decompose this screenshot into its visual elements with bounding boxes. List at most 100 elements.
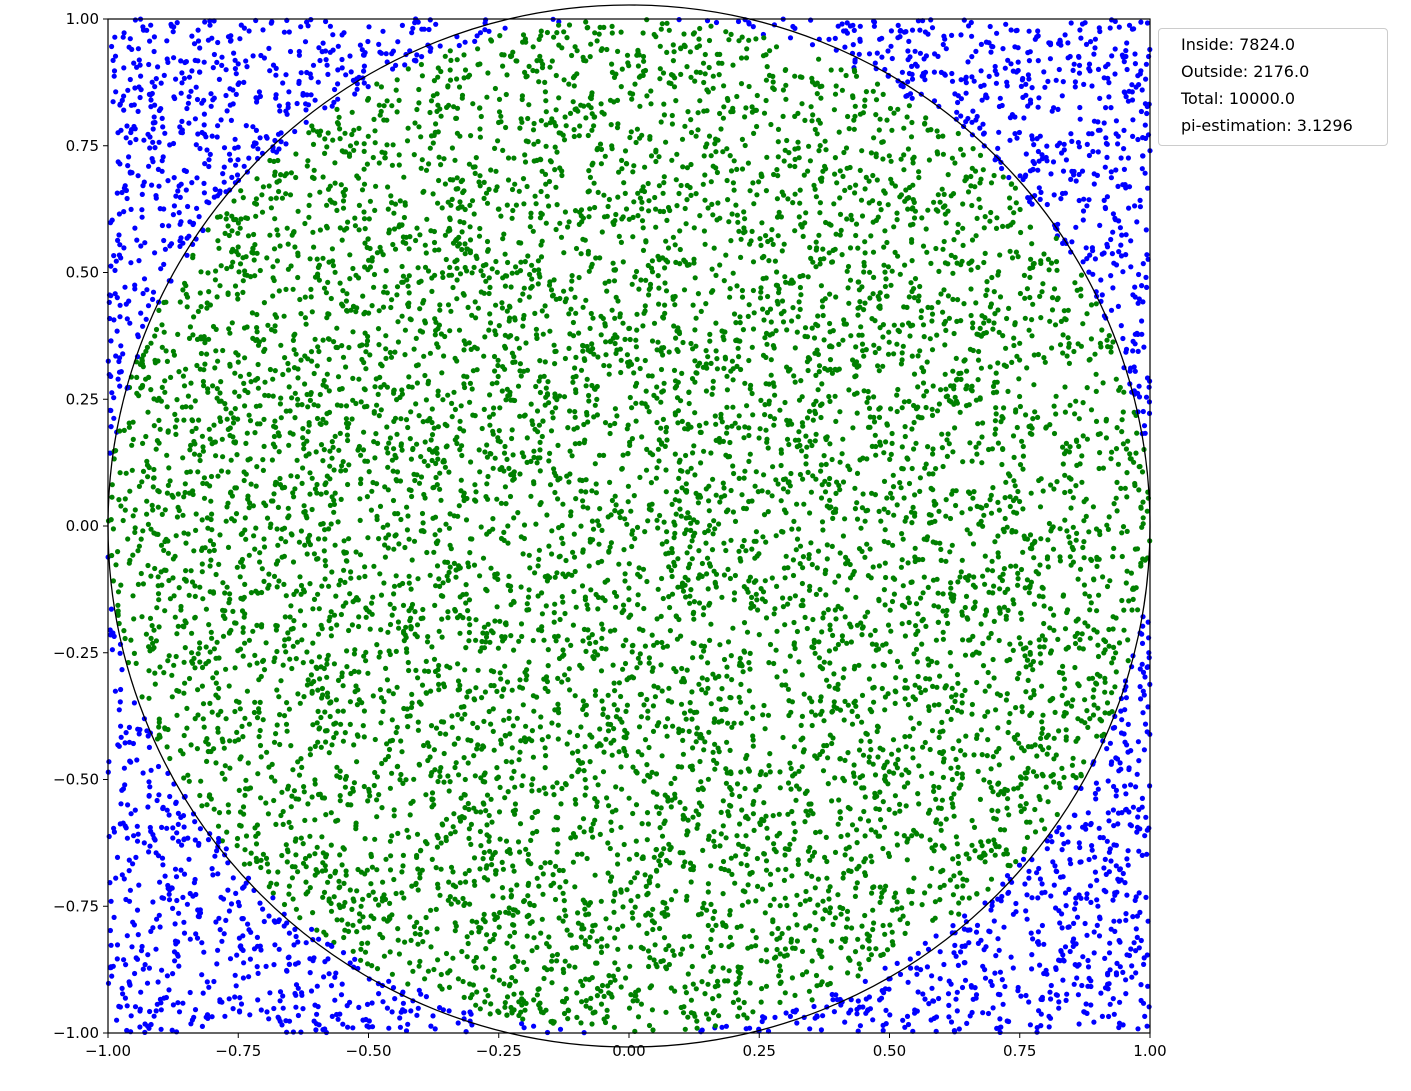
inside-point	[767, 882, 774, 888]
inside-point	[400, 234, 406, 240]
inside-point	[156, 624, 162, 630]
inside-point	[910, 504, 916, 510]
inside-point	[825, 888, 832, 894]
outside-point	[185, 203, 191, 210]
inside-point	[189, 630, 195, 636]
outside-point	[181, 919, 187, 925]
inside-point	[662, 265, 668, 271]
outside-point	[1094, 877, 1100, 883]
inside-point	[822, 138, 828, 144]
outside-point	[151, 34, 157, 40]
inside-point	[745, 846, 751, 852]
inside-point	[818, 178, 825, 184]
outside-point	[232, 66, 238, 72]
inside-point	[826, 393, 832, 400]
inside-point	[132, 529, 138, 536]
outside-point	[1138, 982, 1144, 988]
inside-point	[441, 750, 447, 757]
inside-point	[799, 420, 806, 426]
outside-point	[1000, 46, 1006, 52]
outside-point	[1105, 778, 1111, 784]
inside-point	[358, 946, 364, 952]
inside-point	[642, 357, 648, 364]
outside-point	[286, 89, 292, 95]
inside-point	[515, 383, 522, 389]
inside-point	[682, 1026, 688, 1032]
inside-point	[802, 117, 808, 123]
inside-point	[331, 467, 337, 473]
inside-point	[890, 484, 897, 490]
inside-point	[711, 518, 717, 524]
inside-point	[261, 337, 267, 343]
outside-point	[889, 55, 895, 62]
inside-point	[811, 937, 817, 944]
inside-point	[1109, 660, 1115, 666]
inside-point	[267, 232, 273, 238]
outside-point	[314, 1011, 320, 1017]
inside-point	[554, 849, 560, 855]
outside-point	[940, 41, 946, 48]
inside-point	[1048, 482, 1054, 488]
inside-point	[840, 173, 846, 179]
inside-point	[971, 824, 978, 831]
inside-point	[716, 521, 722, 527]
outside-point	[137, 1008, 143, 1014]
outside-point	[201, 111, 207, 117]
inside-point	[357, 918, 363, 924]
inside-point	[330, 258, 336, 264]
inside-point	[540, 871, 546, 877]
inside-point	[1088, 600, 1094, 606]
inside-point	[383, 665, 389, 672]
outside-point	[1092, 869, 1098, 875]
inside-point	[480, 263, 486, 269]
inside-point	[1095, 642, 1101, 648]
inside-point	[607, 479, 613, 485]
inside-point	[152, 681, 158, 687]
inside-point	[383, 268, 389, 274]
inside-point	[139, 479, 145, 485]
outside-point	[1142, 1013, 1148, 1020]
inside-point	[594, 993, 601, 999]
inside-point	[838, 833, 844, 840]
inside-point	[327, 463, 333, 469]
outside-point	[1125, 721, 1131, 728]
inside-point	[260, 467, 266, 473]
inside-point	[552, 574, 558, 580]
outside-point	[312, 97, 318, 103]
inside-point	[739, 543, 746, 550]
inside-point	[271, 491, 277, 497]
inside-point	[834, 180, 840, 186]
inside-point	[315, 739, 321, 745]
outside-point	[1133, 784, 1139, 790]
inside-point	[332, 433, 338, 439]
inside-point	[456, 772, 462, 778]
inside-point	[462, 206, 468, 213]
outside-point	[1106, 1013, 1112, 1020]
outside-point	[192, 116, 198, 122]
outside-point	[826, 36, 832, 42]
inside-point	[612, 340, 618, 347]
inside-point	[411, 924, 417, 930]
inside-point	[220, 454, 226, 460]
inside-point	[501, 231, 507, 237]
inside-point	[396, 162, 402, 168]
outside-point	[1042, 84, 1048, 90]
inside-point	[467, 901, 473, 907]
inside-point	[372, 140, 378, 146]
inside-point	[744, 1015, 750, 1021]
inside-point	[593, 481, 599, 487]
inside-point	[597, 726, 603, 732]
inside-point	[685, 109, 691, 115]
inside-point	[809, 958, 815, 964]
inside-point	[902, 433, 908, 440]
inside-point	[475, 46, 481, 52]
inside-point	[1056, 780, 1062, 787]
inside-point	[628, 898, 634, 904]
inside-point	[902, 677, 908, 684]
inside-point	[716, 673, 722, 680]
inside-point	[909, 465, 915, 472]
inside-point	[985, 709, 991, 715]
inside-point	[658, 119, 664, 125]
inside-point	[291, 788, 297, 794]
inside-point	[645, 708, 651, 714]
